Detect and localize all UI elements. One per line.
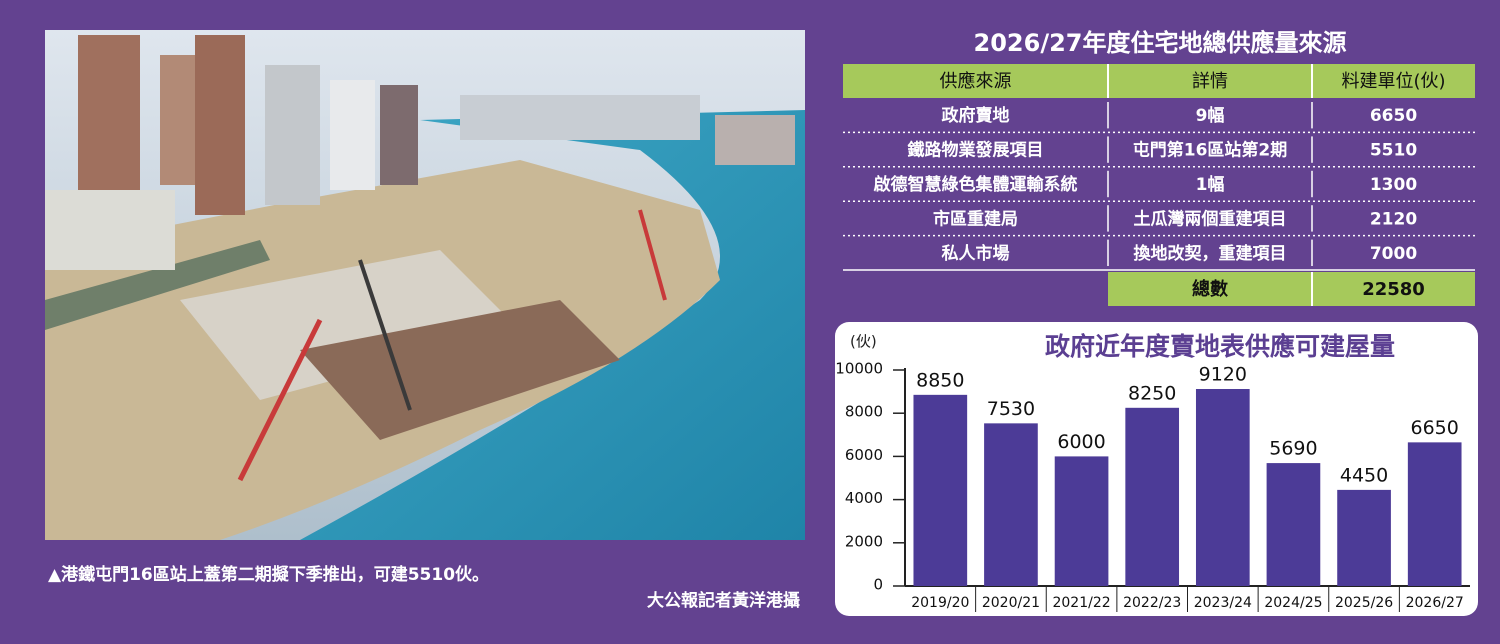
y-tick-label: 2000: [845, 532, 883, 550]
table-cell: 鐵路物業發展項目: [908, 140, 1044, 161]
photo-credit: 大公報記者黃洋港攝: [647, 590, 800, 611]
value-label: 8850: [916, 369, 964, 391]
y-tick-label: 4000: [845, 489, 883, 507]
table-cell: 2120: [1370, 209, 1417, 229]
value-label: 7530: [987, 398, 1035, 420]
table-cell: 7000: [1370, 244, 1417, 264]
table-cell: 土瓜灣兩個重建項目: [1134, 208, 1287, 229]
value-label: 8250: [1128, 382, 1176, 404]
table-cell: 1幅: [1196, 174, 1225, 195]
y-tick-label: 10000: [835, 360, 883, 378]
table-cell: 政府賣地: [942, 105, 1010, 126]
photo: [45, 30, 805, 540]
chart-title: 政府近年度賣地表供應可建屋量: [1045, 332, 1395, 361]
table-cell: 5510: [1370, 141, 1417, 161]
table: 供應來源 詳情 料建單位(伙) 政府賣地 9幅 6650 鐵路物業發展項目 屯門第16區站第2…: [843, 64, 1475, 306]
value-label: 6000: [1057, 431, 1105, 453]
bar: [1195, 389, 1250, 586]
bar: [1125, 407, 1180, 586]
x-tick-label: 2021/22: [1052, 595, 1110, 611]
bar: [913, 394, 968, 586]
table-header-cell: 詳情: [1192, 71, 1228, 92]
table-cell: 9幅: [1196, 105, 1225, 126]
table-title: 2026/27年度住宅地總供應量來源: [974, 29, 1347, 57]
value-label: 9120: [1199, 364, 1247, 386]
bar: [1054, 456, 1109, 586]
table-header-cell: 料建單位(伙): [1341, 71, 1445, 92]
table-cell: 6650: [1370, 106, 1417, 126]
y-axis-label: (伙): [850, 333, 877, 351]
table-header-cell: 供應來源: [940, 70, 1012, 92]
bar: [1337, 489, 1391, 586]
y-tick-label: 8000: [845, 403, 883, 421]
bar: [1266, 463, 1321, 586]
table-cell: 私人市場: [942, 243, 1010, 264]
table-total-cell: 總數: [1192, 278, 1228, 300]
table-cell: 啟德智慧綠色集體運輸系統: [874, 174, 1078, 195]
value-label: 6650: [1411, 417, 1459, 439]
x-tick-label: 2019/20: [911, 595, 969, 611]
table-total-bg: [1108, 272, 1475, 306]
chart: 0 2000 4000 6000 8000 10000 2019/20 8850 2020/21…: [835, 360, 1470, 612]
table-total-cell: 22580: [1362, 279, 1425, 300]
value-label: 5690: [1269, 438, 1317, 460]
y-tick-label: 0: [873, 576, 883, 594]
x-tick-label: 2023/24: [1194, 595, 1252, 611]
photo-caption: ▲港鐵屯門16區站上蓋第二期擬下季推出，可建5510伙。: [48, 564, 489, 585]
y-tick-label: 6000: [845, 446, 883, 464]
table-header-bg: [843, 64, 1475, 98]
table-cell: 市區重建局: [933, 208, 1018, 229]
table-cell: 1300: [1370, 175, 1417, 195]
table-cell: 屯門第16區站第2期: [1133, 140, 1288, 161]
bar: [1407, 442, 1462, 586]
x-tick-label: 2024/25: [1264, 595, 1322, 611]
bar: [984, 423, 1038, 586]
value-label: 4450: [1340, 464, 1388, 486]
x-tick-label: 2025/26: [1335, 595, 1393, 611]
x-tick-label: 2022/23: [1123, 595, 1181, 611]
table-cell: 換地改契，重建項目: [1134, 243, 1287, 264]
x-tick-label: 2026/27: [1406, 595, 1464, 611]
x-tick-label: 2020/21: [982, 595, 1040, 611]
